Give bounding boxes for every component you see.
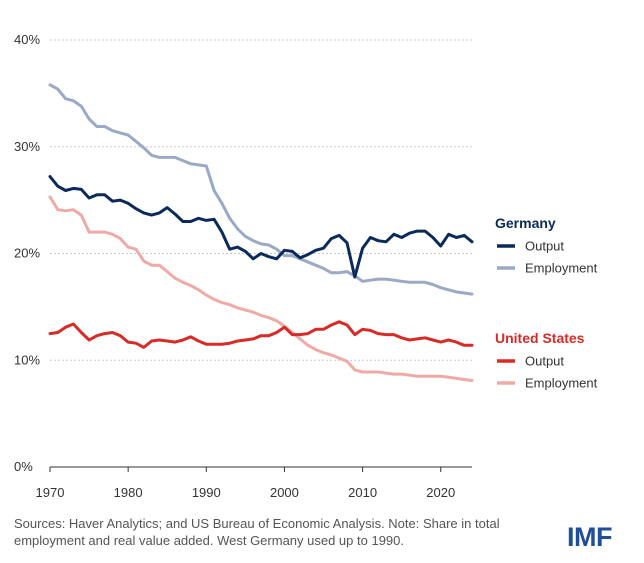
legend-label: Employment bbox=[525, 261, 598, 276]
x-axis-tick-labels: 1970 1980 1990 2000 2010 2020 bbox=[36, 467, 455, 500]
x-tick-label: 2010 bbox=[348, 485, 377, 500]
y-tick-label: 0% bbox=[14, 459, 33, 474]
legend-label: Output bbox=[525, 354, 564, 369]
legend-group-title: United States bbox=[495, 330, 585, 346]
series-line-united-states-employment bbox=[48, 195, 474, 382]
legend-group-title: Germany bbox=[495, 215, 556, 231]
x-tick-label: 2020 bbox=[426, 485, 455, 500]
line-chart: 0%10%20%30%40% 1970 1980 1990 2000 2010 2020 … bbox=[14, 32, 598, 500]
x-tick-label: 1990 bbox=[192, 485, 221, 500]
source-note: Sources: Haver Analytics; and US Bureau … bbox=[14, 516, 500, 548]
legend-label: Output bbox=[525, 239, 564, 254]
series-line-germany-employment bbox=[48, 83, 474, 296]
legend: Germany Output Employment United States Outp… bbox=[495, 215, 598, 391]
series-lines bbox=[48, 83, 474, 382]
imf-logo: IMF bbox=[567, 522, 613, 552]
x-tick-label: 1980 bbox=[114, 485, 143, 500]
y-axis-tick-labels: 0% 10% 20% 30% 40% bbox=[14, 32, 40, 474]
series-line-germany-output bbox=[48, 175, 474, 279]
legend-label: Employment bbox=[525, 376, 598, 391]
y-tick-label: 40% bbox=[14, 32, 40, 47]
y-tick-label: 10% bbox=[14, 352, 40, 367]
y-tick-label: 30% bbox=[14, 139, 40, 154]
x-tick-label: 1970 bbox=[36, 485, 65, 500]
series-line-united-states-output bbox=[48, 320, 474, 349]
y-tick-label: 20% bbox=[14, 246, 40, 261]
x-tick-label: 2000 bbox=[270, 485, 299, 500]
